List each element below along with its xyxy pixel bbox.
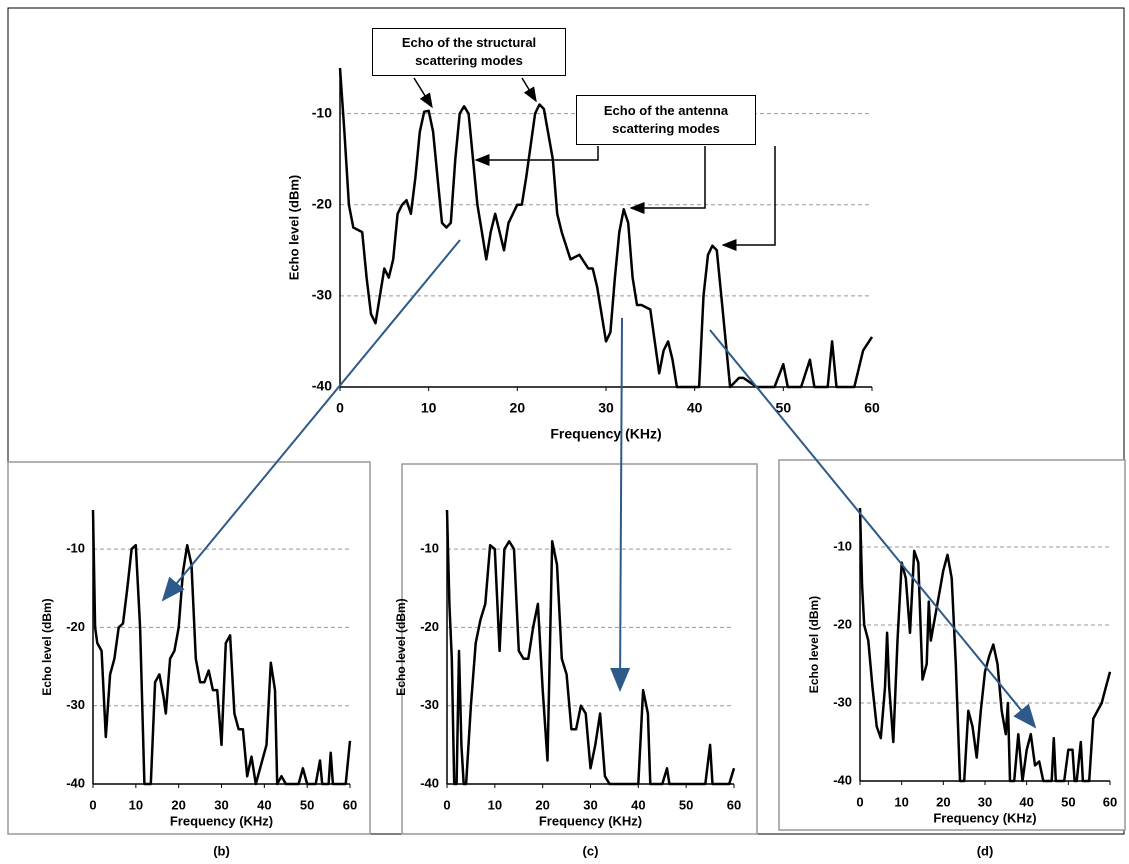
y-tick-label: -40 <box>420 775 439 790</box>
y-tick-label: -30 <box>833 694 852 709</box>
x-tick-label: 30 <box>978 794 992 809</box>
x-tick-label: 60 <box>864 400 880 416</box>
x-axis-title: Frequency (KHz) <box>550 426 661 442</box>
x-tick-label: 0 <box>336 400 344 416</box>
x-tick-label: 40 <box>1019 794 1033 809</box>
y-tick-label: -30 <box>66 697 85 712</box>
x-tick-label: 10 <box>129 797 143 812</box>
y-axis-title: Echo level (dBm) <box>394 598 408 695</box>
data-line <box>445 509 736 786</box>
x-axis-title: Frequency (KHz) <box>170 813 273 828</box>
y-tick-label: -30 <box>420 697 439 712</box>
y-tick-label: -30 <box>312 287 332 303</box>
y-tick-label: -20 <box>833 616 852 631</box>
x-tick-label: 20 <box>535 797 549 812</box>
panel-label: (c) <box>583 843 599 858</box>
x-tick-label: 20 <box>510 400 526 416</box>
x-tick-label: 30 <box>214 797 228 812</box>
y-axis-title: Echo level (dBm) <box>286 175 301 280</box>
arrow <box>709 329 1037 729</box>
data-line <box>338 67 874 389</box>
y-axis-title: Echo level (dBm) <box>807 596 821 693</box>
x-tick-label: 50 <box>679 797 693 812</box>
x-tick-label: 20 <box>936 794 950 809</box>
panel-label: (b) <box>213 843 230 858</box>
data-line <box>91 509 352 786</box>
x-tick-label: 10 <box>421 400 437 416</box>
arrow <box>721 146 776 251</box>
callout-arrows <box>413 77 776 251</box>
panel-frame <box>401 463 758 835</box>
annotation-box: Echo of the structural scattering modes <box>372 28 566 76</box>
x-tick-label: 10 <box>488 797 502 812</box>
x-tick-label: 50 <box>300 797 314 812</box>
x-tick-label: 60 <box>343 797 357 812</box>
x-tick-label: 30 <box>583 797 597 812</box>
y-tick-label: -10 <box>312 104 332 120</box>
y-tick-label: -40 <box>833 772 852 787</box>
panel-frame <box>7 461 371 835</box>
y-tick-label: -20 <box>66 619 85 634</box>
y-tick-label: -40 <box>66 775 85 790</box>
annotation: Echo of the structural scattering modes <box>372 28 566 76</box>
x-tick-label: 20 <box>171 797 185 812</box>
x-axis-title: Frequency (KHz) <box>539 813 642 828</box>
panel-label: (d) <box>977 843 994 858</box>
x-tick-label: 40 <box>257 797 271 812</box>
annotation: Echo of the antenna scattering modes <box>576 95 756 145</box>
arrow <box>629 146 706 214</box>
x-tick-label: 60 <box>727 797 741 812</box>
arrow <box>521 77 537 103</box>
x-tick-label: 40 <box>687 400 703 416</box>
y-tick-label: -10 <box>66 541 85 556</box>
y-tick-label: -40 <box>312 378 332 394</box>
x-tick-label: 60 <box>1103 794 1117 809</box>
annotation-box: Echo of the antenna scattering modes <box>576 95 756 145</box>
y-tick-label: -10 <box>420 541 439 556</box>
x-tick-label: 40 <box>631 797 645 812</box>
x-tick-label: 0 <box>443 797 450 812</box>
zoom-arrows <box>161 239 1037 729</box>
charts: -40 -30 -20 -10 0 10 20 30 40 50 60 Frequency (KHz)… <box>40 67 1117 858</box>
y-tick-label: -20 <box>312 195 332 211</box>
arrow <box>413 77 433 109</box>
arrow <box>161 239 461 602</box>
x-axis-title: Frequency (KHz) <box>933 810 1036 825</box>
arrow <box>610 317 631 692</box>
x-tick-label: 0 <box>89 797 96 812</box>
arrow <box>474 146 599 166</box>
x-tick-label: 10 <box>894 794 908 809</box>
panel-frame <box>778 459 1126 831</box>
x-tick-label: 50 <box>776 400 792 416</box>
x-tick-label: 0 <box>856 794 863 809</box>
x-tick-label: 30 <box>598 400 614 416</box>
data-line <box>858 507 1112 783</box>
x-tick-label: 50 <box>1061 794 1075 809</box>
y-tick-label: -10 <box>833 538 852 553</box>
y-axis-title: Echo level (dBm) <box>40 598 54 695</box>
y-tick-label: -20 <box>420 619 439 634</box>
